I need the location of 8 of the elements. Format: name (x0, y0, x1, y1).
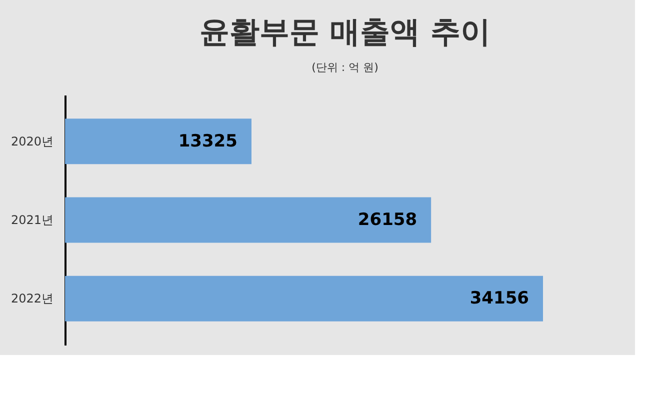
data-label: 13325 (178, 131, 238, 152)
y-tick-label: 2021년 (10, 213, 54, 227)
y-tick-label: 2022년 (10, 292, 54, 306)
data-label: 26158 (358, 210, 418, 230)
chart-subtitle: (단위 : 억 원) (312, 61, 378, 74)
y-tick-label: 2020년 (10, 134, 54, 148)
chart-title: 윤활부문 매출액 추이 (200, 15, 490, 50)
data-label: 34156 (470, 288, 529, 309)
